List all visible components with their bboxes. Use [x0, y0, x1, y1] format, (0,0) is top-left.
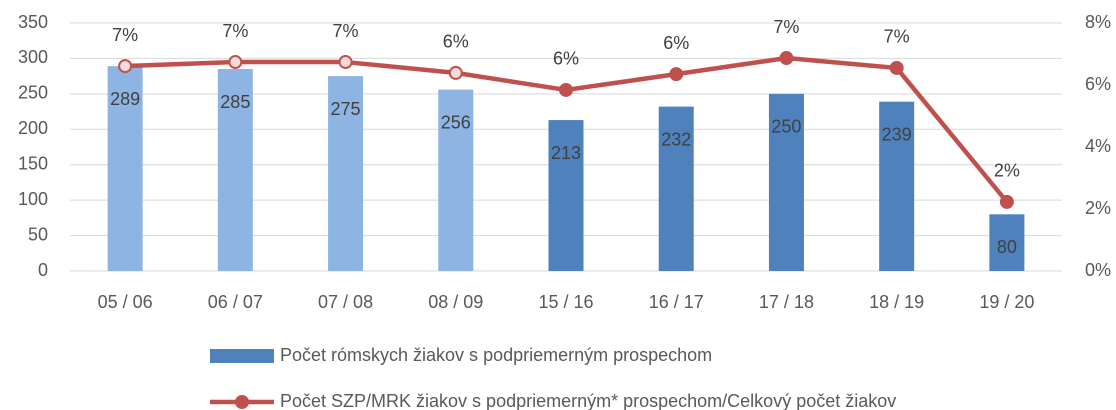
line-value-label: 7%: [773, 17, 799, 37]
line-value-label: 7%: [333, 21, 359, 41]
y-tick-label: 0: [38, 260, 48, 280]
line-marker: [338, 55, 353, 70]
y-tick-label: 250: [18, 83, 48, 103]
y2-tick-label: 0%: [1085, 260, 1111, 280]
legend-swatch: [210, 349, 274, 363]
y-tick-label: 150: [18, 153, 48, 173]
bar: [879, 101, 915, 271]
y-tick-label: 350: [18, 12, 48, 32]
bar-value-label: 250: [771, 117, 801, 137]
x-tick-label: 15 / 16: [538, 292, 593, 312]
line-value-label: 7%: [112, 25, 138, 45]
bar-value-label: 275: [331, 99, 361, 119]
x-tick-label: 16 / 17: [649, 292, 704, 312]
legend-label: Počet rómskych žiakov s podpriemerným pr…: [280, 345, 712, 365]
y2-tick-label: 6%: [1085, 74, 1111, 94]
y-tick-label: 50: [28, 224, 48, 244]
x-tick-label: 17 / 18: [759, 292, 814, 312]
x-tick-label: 05 / 06: [98, 292, 153, 312]
bar: [438, 89, 474, 271]
bar: [328, 76, 364, 272]
y2-tick-label: 4%: [1085, 136, 1111, 156]
line-value-label: 6%: [553, 49, 579, 69]
line-value-label: 7%: [222, 21, 248, 41]
bar: [989, 214, 1025, 271]
bar-value-label: 256: [441, 112, 471, 132]
bar: [217, 69, 253, 271]
line-marker: [889, 60, 904, 75]
y2-tick-label: 8%: [1085, 12, 1111, 32]
bar-value-label: 80: [997, 237, 1017, 257]
line-marker: [999, 194, 1014, 209]
x-tick-label: 06 / 07: [208, 292, 263, 312]
line-marker: [779, 51, 794, 66]
bar: [768, 93, 804, 271]
y-tick-label: 300: [18, 47, 48, 67]
bar: [658, 106, 694, 272]
line-value-label: 2%: [994, 161, 1020, 181]
y2-tick-label: 2%: [1085, 198, 1111, 218]
bar: [107, 66, 143, 271]
bar-value-label: 239: [882, 124, 912, 144]
x-tick-label: 07 / 08: [318, 292, 373, 312]
x-tick-label: 08 / 09: [428, 292, 483, 312]
y-tick-label: 200: [18, 118, 48, 138]
x-tick-label: 19 / 20: [979, 292, 1034, 312]
line-value-label: 7%: [884, 27, 910, 47]
line-marker: [448, 65, 463, 80]
legend-label: Počet SZP/MRK žiakov s podpriemerným* pr…: [280, 391, 896, 410]
bar: [548, 120, 584, 272]
y-tick-label: 100: [18, 189, 48, 209]
line-marker: [118, 59, 133, 74]
legend-marker: [235, 395, 249, 409]
line-marker: [669, 67, 684, 82]
bar-value-label: 285: [220, 92, 250, 112]
bar-value-label: 213: [551, 143, 581, 163]
line-marker: [559, 82, 573, 97]
line-marker: [228, 55, 243, 70]
bar-value-label: 289: [110, 89, 140, 109]
line-value-label: 6%: [443, 32, 469, 52]
bar-value-label: 232: [661, 129, 691, 149]
line-value-label: 6%: [663, 33, 689, 53]
x-tick-label: 18 / 19: [869, 292, 924, 312]
